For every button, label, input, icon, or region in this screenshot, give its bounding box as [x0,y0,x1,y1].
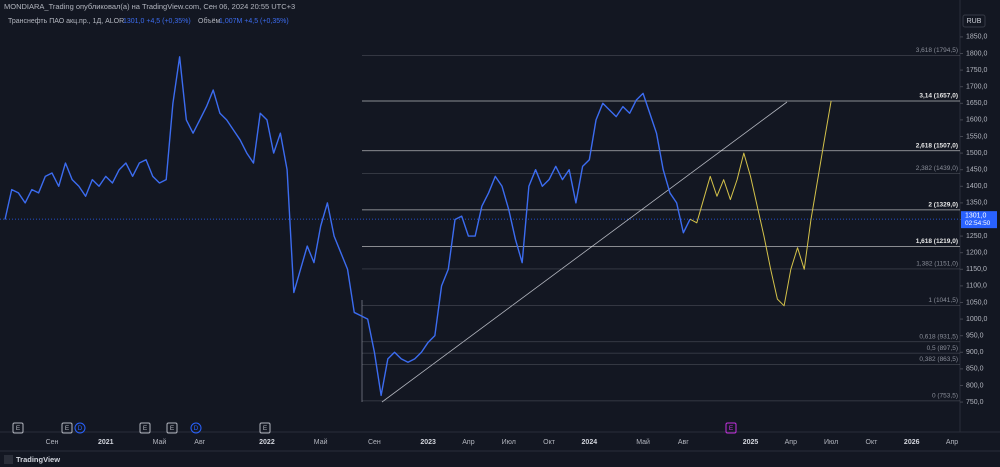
x-tick-label: Май [153,438,167,446]
fib-level-label: 0,618 (931,5) [919,334,958,341]
event-icon [725,422,737,434]
brand-logo [4,455,13,464]
y-tick-label: 1500,0 [966,150,988,157]
fib-level-label: 1,382 (1151,0) [916,261,958,268]
y-tick-label: 1600,0 [966,117,988,124]
x-tick-label: Авг [678,439,689,446]
x-tick-label: Апр [946,439,958,446]
x-tick-label: Апр [462,439,474,446]
x-tick-label: 2021 [98,439,114,446]
fib-level-label: 2 (1329,0) [928,202,958,209]
event-icon [139,422,151,434]
y-tick-label: 1800,0 [966,50,988,57]
event-icon [12,422,24,434]
event-label: D [78,425,83,432]
x-tick-label: Май [314,438,328,446]
event-label: E [16,425,21,432]
event-label: E [729,425,734,432]
countdown: 02:54:50 [965,220,991,227]
y-tick-label: 1450,0 [966,167,988,174]
last-price-tag [961,211,997,229]
x-tick-label: Июл [824,439,838,446]
fib-level-label: 2,382 (1439,0) [916,165,958,172]
x-tick-label: 2025 [743,439,759,446]
y-tick-label: 1200,0 [966,250,988,257]
fib-level-label: 0,5 (897,5) [927,345,958,352]
x-tick-label: 2023 [420,439,436,446]
event-label: E [263,425,268,432]
event-label: D [194,425,199,432]
price-line [4,56,691,397]
volume-label: Объём [198,17,220,25]
y-tick-label: 900,0 [966,349,984,356]
fib-level-label: 0,382 (863,5) [919,356,958,363]
y-tick-label: 1000,0 [966,316,988,323]
y-tick-label: 800,0 [966,382,984,389]
x-tick-label: Июл [502,439,516,446]
y-tick-label: 1850,0 [966,34,988,41]
price-line [689,100,832,307]
y-tick-label: 1100,0 [966,283,987,290]
y-tick-label: 1400,0 [966,183,988,190]
y-tick-label: 1650,0 [966,100,988,107]
event-icon [166,422,178,434]
x-tick-label: 2022 [259,439,275,446]
trend-line [381,101,788,403]
x-tick-label: Май [636,438,650,446]
fib-level-label: 1 (1041,5) [928,297,958,304]
x-tick-label: Авг [194,439,205,446]
x-tick-label: 2024 [582,439,598,446]
x-tick-label: 2026 [904,439,920,446]
y-tick-label: 1750,0 [966,67,988,74]
y-tick-label: 950,0 [966,333,984,340]
event-icon [74,422,86,434]
event-icon [190,422,202,434]
event-icon [61,422,73,434]
currency: RUB [967,18,982,25]
y-tick-label: 1050,0 [966,299,988,306]
event-label: E [170,425,175,432]
fib-level-label: 2,618 (1507,0) [916,142,958,149]
fib-level-label: 0 (753,5) [932,393,958,400]
x-tick-label: Окт [543,439,556,446]
y-tick-label: 1350,0 [966,200,988,207]
currency-box[interactable] [962,14,986,28]
x-tick-label: Сен [368,439,381,446]
x-tick-label: Окт [866,439,879,446]
fib-level-label: 3,618 (1794,5) [916,47,958,54]
x-tick-label: Сен [46,439,59,446]
fib-level-label: 3,14 (1657,0) [919,93,958,100]
event-label: E [143,425,148,432]
y-tick-label: 1550,0 [966,133,988,140]
last-price-label: 1301,0 [965,213,987,220]
brand: TradingView [16,455,60,464]
y-tick-label: 1250,0 [966,233,988,240]
fib-level-label: 1,618 (1219,0) [916,238,958,245]
y-tick-label: 750,0 [966,399,984,406]
quote: 1301,0 +4,5 (+0,35%) [123,18,191,25]
symbol: Транснефть ПАО акц.пр., 1Д, ALOR [8,18,124,25]
event-icon [259,422,271,434]
volume: 1,007M +4,5 (+0,35%) [219,18,289,25]
y-tick-label: 1150,0 [966,266,987,273]
y-tick-label: 1700,0 [966,84,988,91]
publisher: MONDIARA_Trading опубликовал(а) на Tradi… [4,2,295,11]
x-tick-label: Апр [785,439,797,446]
event-label: E [65,425,70,432]
y-tick-label: 850,0 [966,366,984,373]
